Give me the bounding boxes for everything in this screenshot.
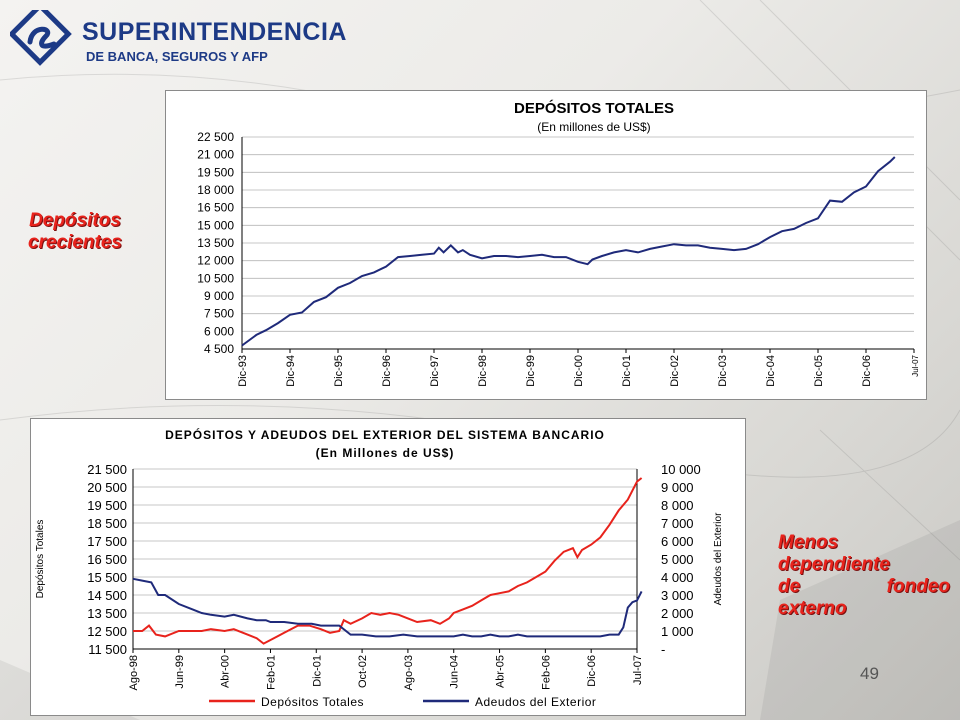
- label-word: fondeo: [886, 576, 950, 597]
- y-tick-label: 21 000: [197, 148, 234, 162]
- x-tick-label: Dic-05: [813, 355, 825, 387]
- legend-label: Adeudos del Exterior: [475, 695, 596, 709]
- y-axis-label: Depósitos Totales: [35, 520, 46, 599]
- y-tick-label: 13 500: [197, 236, 234, 250]
- y-tick-label: 12 500: [87, 624, 127, 639]
- label-word: de: [778, 576, 801, 597]
- y-tick-label: 9 000: [204, 289, 234, 303]
- label-line: de fondeo: [778, 576, 950, 598]
- superintendencia-logo-icon: [10, 10, 72, 66]
- x-tick-label: Ago-03: [403, 655, 415, 690]
- y2-tick-label: 10 000: [661, 462, 701, 477]
- depositos-crecientes-label: Depósitos crecientes: [10, 210, 140, 254]
- x-tick-label: Dic-01: [311, 655, 323, 687]
- y-tick-label: 16 500: [197, 201, 234, 215]
- label-line: Menos: [778, 532, 839, 553]
- y-tick-label: 15 000: [197, 218, 234, 232]
- y-tick-label: 18 500: [87, 516, 127, 531]
- x-tick-label: Dic-04: [765, 355, 777, 387]
- depositos-adeudos-chart-panel: DEPÓSITOS Y ADEUDOS DEL EXTERIOR DEL SIS…: [30, 418, 746, 716]
- y-tick-label: 11 500: [88, 642, 127, 657]
- y2-tick-label: 1 000: [661, 624, 694, 639]
- y-tick-label: 21 500: [87, 462, 127, 477]
- x-tick-label: Dic-03: [717, 355, 729, 387]
- y2-tick-label: 5 000: [661, 552, 694, 567]
- x-tick-label: Jun-99: [174, 655, 186, 689]
- x-tick-label: Dic-01: [621, 355, 633, 387]
- x-tick-label: Dic-94: [285, 355, 297, 387]
- y-tick-label: 20 500: [87, 480, 127, 495]
- y2-tick-label: 4 000: [661, 570, 694, 585]
- x-tick-label: Feb-01: [265, 655, 277, 690]
- y-tick-label: 16 500: [87, 552, 127, 567]
- series-line: [132, 577, 643, 638]
- y-tick-label: 14 500: [87, 588, 127, 603]
- logo: SUPERINTENDENCIA DE BANCA, SEGUROS Y AFP: [10, 10, 346, 70]
- chart-title: DEPÓSITOS TOTALES: [514, 99, 674, 117]
- y-tick-label: 13 500: [87, 606, 127, 621]
- x-tick-label: Ago-98: [128, 655, 140, 690]
- x-tick-label: Feb-06: [540, 655, 552, 690]
- chart-title: DEPÓSITOS Y ADEUDOS DEL EXTERIOR DEL SIS…: [165, 427, 605, 442]
- x-tick-label: Dic-96: [381, 355, 393, 387]
- logo-title: SUPERINTENDENCIA: [82, 18, 347, 46]
- menos-dependiente-label: Menos dependiente de fondeo externo: [778, 532, 950, 620]
- x-tick-label: Oct-02: [357, 655, 369, 688]
- y-tick-label: 7 500: [204, 307, 234, 321]
- series-line: [133, 477, 643, 645]
- y-tick-label: 12 000: [197, 254, 234, 268]
- label-line: crecientes: [27, 232, 122, 253]
- x-tick-label: Abr-00: [220, 655, 232, 688]
- depositos-totales-chart-panel: DEPÓSITOS TOTALES (En millones de US$) 22 …: [165, 90, 927, 400]
- x-tick-label: Jun-04: [449, 655, 461, 689]
- x-tick-label: Dic-06: [586, 655, 598, 687]
- chart-subtitle: (En millones de US$): [537, 120, 650, 134]
- y2-tick-label: 8 000: [661, 498, 694, 513]
- x-tick-label: Dic-06: [861, 355, 873, 387]
- x-tick-label: Dic-00: [573, 355, 585, 387]
- y-tick-label: 10 500: [197, 271, 234, 285]
- y-tick-label: 19 500: [87, 498, 127, 513]
- x-tick-label: Dic-98: [477, 355, 489, 387]
- label-line: Depósitos: [29, 210, 121, 231]
- y2-tick-label: 7 000: [661, 516, 694, 531]
- y-tick-label: 6 000: [204, 324, 234, 338]
- y-tick-label: 17 500: [87, 534, 127, 549]
- depositos-totales-chart: DEPÓSITOS TOTALES (En millones de US$) 22 …: [197, 99, 920, 387]
- page-number: 49: [860, 664, 879, 683]
- y2-tick-label: 9 000: [661, 480, 694, 495]
- x-tick-label: Jul-07: [911, 354, 920, 376]
- x-tick-label: Dic-02: [669, 355, 681, 387]
- x-tick-label: Dic-95: [333, 355, 345, 387]
- y2-tick-label: 3 000: [661, 588, 694, 603]
- chart-subtitle: (En Millones de US$): [316, 446, 455, 460]
- x-tick-label: Jul-07: [632, 655, 644, 685]
- legend-label: Depósitos Totales: [261, 695, 364, 709]
- x-tick-label: Abr-05: [495, 655, 507, 688]
- y2-tick-label: -: [661, 642, 665, 657]
- series-line: [241, 156, 896, 347]
- logo-subtitle: DE BANCA, SEGUROS Y AFP: [86, 49, 268, 64]
- x-tick-label: Dic-99: [525, 355, 537, 387]
- y2-tick-label: 6 000: [661, 534, 694, 549]
- y2-axis-label: Adeudos del Exterior: [713, 512, 724, 606]
- y-tick-label: 4 500: [204, 342, 234, 356]
- label-line: externo: [778, 598, 847, 619]
- x-tick-label: Dic-97: [429, 355, 441, 387]
- depositos-adeudos-chart: DEPÓSITOS Y ADEUDOS DEL EXTERIOR DEL SIS…: [35, 427, 724, 709]
- label-line: dependiente: [778, 554, 890, 575]
- x-tick-label: Dic-93: [237, 355, 249, 387]
- y2-tick-label: 2 000: [661, 606, 694, 621]
- y-tick-label: 19 500: [197, 165, 234, 179]
- y-tick-label: 15 500: [87, 570, 127, 585]
- y-tick-label: 22 500: [197, 130, 234, 144]
- y-tick-label: 18 000: [197, 183, 234, 197]
